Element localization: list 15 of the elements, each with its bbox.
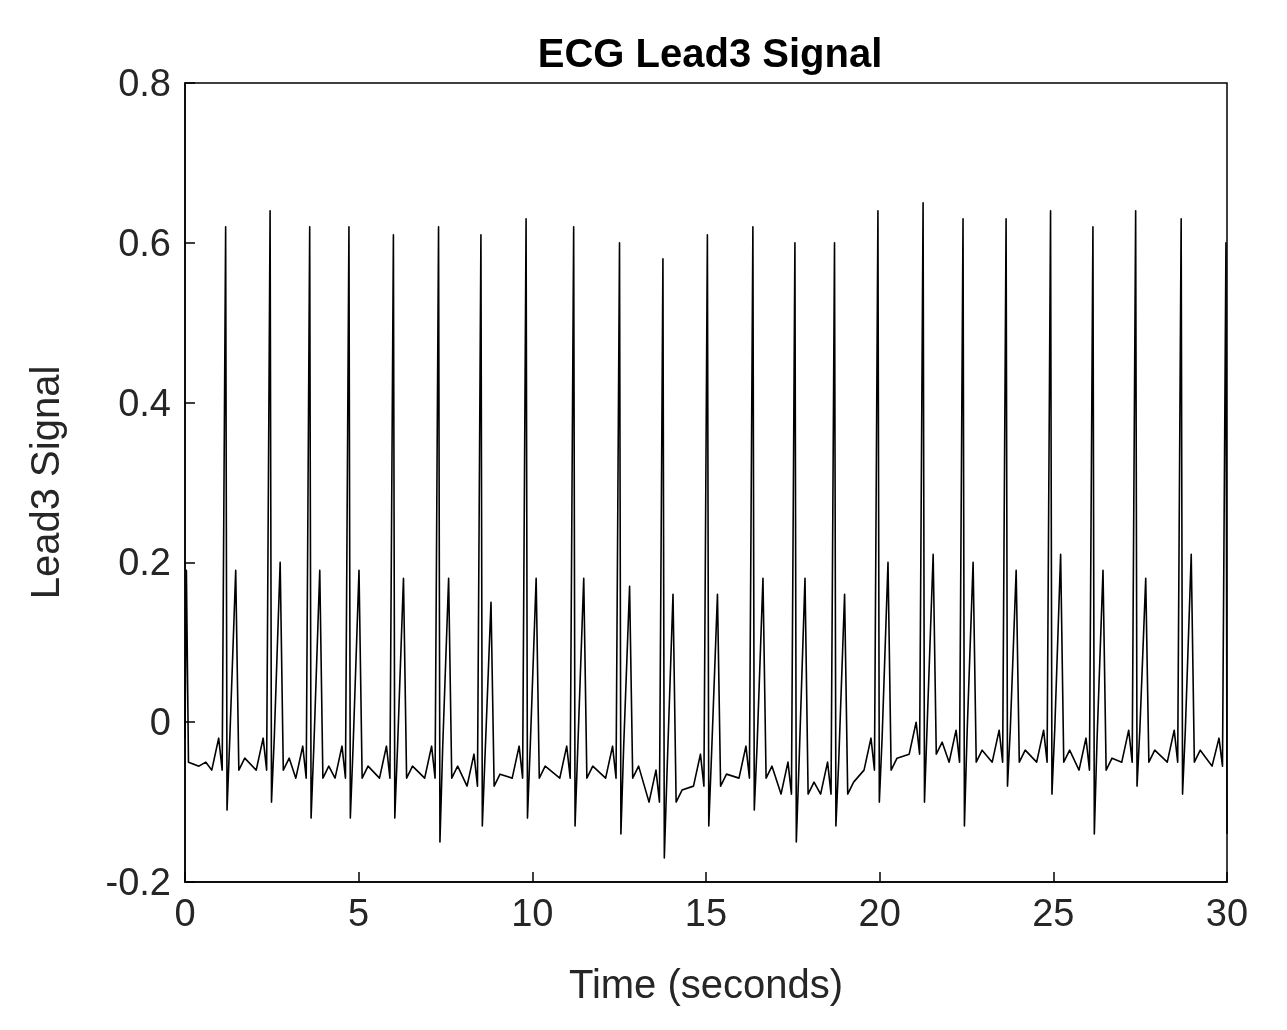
y-tick-label: 0.2: [118, 541, 171, 584]
y-tick-label: -0.2: [105, 861, 171, 903]
y-axis-title: Lead3 Signal: [23, 365, 67, 600]
x-tick-label: 20: [858, 892, 901, 934]
y-tick-label: 0.6: [118, 221, 171, 264]
x-tick-label: 5: [348, 892, 370, 934]
x-tick-label: 25: [1032, 892, 1075, 934]
y-tick-label: 0.8: [118, 62, 171, 104]
y-tick-label: 0.4: [118, 381, 171, 424]
x-axis-title: Time (seconds): [568, 962, 844, 1006]
x-tick-label: 30: [1205, 892, 1249, 934]
x-tick-label: 10: [511, 892, 554, 934]
y-tick-label: 0: [149, 701, 171, 744]
chart-title: ECG Lead3 Signal: [537, 31, 883, 75]
x-tick-label: 15: [684, 892, 728, 934]
